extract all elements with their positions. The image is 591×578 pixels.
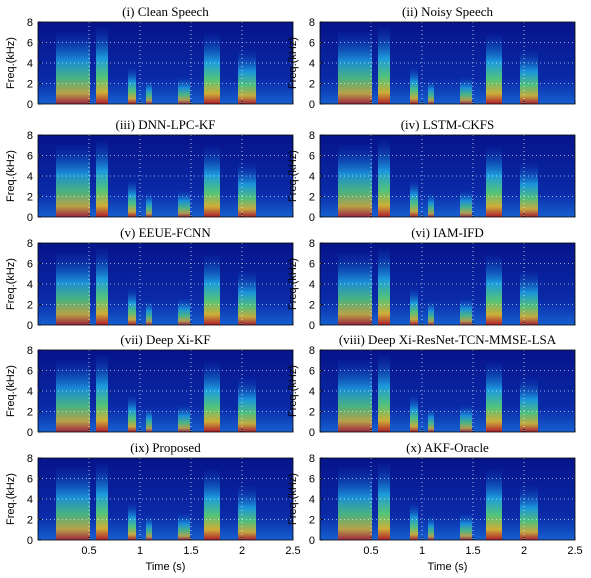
y-tick-label: 0	[309, 535, 315, 547]
y-tick-label: 0	[27, 99, 33, 111]
y-tick-label: 4	[309, 279, 315, 291]
y-tick-label: 6	[27, 259, 33, 271]
y-axis-label: Freq.(kHz)	[5, 150, 17, 202]
panel-title: (vii) Deep Xi-KF	[120, 332, 210, 347]
y-tick-label: 0	[27, 427, 33, 439]
y-tick-label: 8	[309, 345, 315, 357]
y-tick-label: 8	[27, 453, 33, 465]
x-tick-label: 1	[419, 545, 425, 557]
y-axis-label: Freq.(kHz)	[5, 37, 17, 89]
y-tick-label: 0	[309, 427, 315, 439]
y-tick-label: 8	[309, 453, 315, 465]
y-tick-label: 0	[309, 212, 315, 224]
y-axis-label: Freq.(kHz)	[287, 150, 299, 202]
x-tick-label: 1.5	[183, 545, 198, 557]
x-axis-label: Time (s)	[428, 561, 468, 573]
y-tick-label: 8	[27, 238, 33, 250]
x-tick-label: 1.5	[465, 545, 480, 557]
panel-title: (iii) DNN-LPC-KF	[115, 117, 215, 132]
y-tick-label: 4	[309, 386, 315, 398]
panel-title: (i) Clean Speech	[122, 4, 209, 19]
y-tick-label: 6	[309, 366, 315, 378]
y-tick-label: 6	[27, 151, 33, 163]
y-tick-label: 2	[27, 79, 33, 91]
x-axis-label: Time (s)	[146, 561, 186, 573]
y-tick-label: 4	[27, 279, 33, 291]
panel-title: (x) AKF-Oracle	[406, 440, 489, 455]
y-tick-label: 4	[27, 171, 33, 183]
x-tick-label: 2.5	[285, 545, 300, 557]
x-tick-label: 2	[239, 545, 245, 557]
y-axis-label: Freq.(kHz)	[5, 365, 17, 417]
panel-title: (ix) Proposed	[130, 440, 201, 455]
y-tick-label: 6	[309, 38, 315, 50]
y-tick-label: 2	[309, 300, 315, 312]
y-tick-label: 2	[27, 192, 33, 204]
panel-title: (iv) LSTM-CKFS	[401, 117, 495, 132]
figure: (i) Clean Speech Freq.(kHz) 0 2 4 6 8 (ii) Nois…	[0, 0, 591, 578]
y-axis-label: Freq.(kHz)	[287, 473, 299, 525]
y-tick-label: 8	[27, 17, 33, 29]
y-tick-label: 4	[27, 494, 33, 506]
y-tick-label: 6	[309, 151, 315, 163]
y-axis-label: Freq.(kHz)	[287, 365, 299, 417]
y-tick-label: 2	[309, 79, 315, 91]
x-tick-label: 2	[521, 545, 527, 557]
panel-title: (vi) IAM-IFD	[411, 225, 484, 240]
y-tick-label: 0	[27, 212, 33, 224]
y-tick-label: 4	[309, 171, 315, 183]
x-tick-label: 2.5	[567, 545, 582, 557]
panel-title: (viii) Deep Xi-ResNet-TCN-MMSE-LSA	[339, 332, 557, 347]
y-tick-label: 4	[309, 58, 315, 70]
y-tick-label: 2	[309, 192, 315, 204]
y-tick-label: 0	[27, 535, 33, 547]
y-tick-label: 6	[27, 366, 33, 378]
y-tick-label: 6	[27, 38, 33, 50]
x-tick-label: 0.5	[81, 545, 96, 557]
y-tick-label: 4	[27, 386, 33, 398]
y-tick-label: 2	[27, 407, 33, 419]
y-tick-label: 6	[27, 474, 33, 486]
y-axis-label: Freq.(kHz)	[5, 258, 17, 310]
x-tick-label: 1	[137, 545, 143, 557]
y-axis-label: Freq.(kHz)	[5, 473, 17, 525]
y-tick-label: 2	[309, 515, 315, 527]
y-tick-label: 2	[27, 300, 33, 312]
y-axis-label: Freq.(kHz)	[287, 37, 299, 89]
y-tick-label: 0	[309, 99, 315, 111]
y-tick-label: 2	[27, 515, 33, 527]
panel-title: (v) EEUE-FCNN	[120, 225, 211, 240]
y-tick-label: 4	[309, 494, 315, 506]
y-tick-label: 8	[309, 238, 315, 250]
y-tick-label: 6	[309, 474, 315, 486]
y-tick-label: 4	[27, 58, 33, 70]
y-tick-label: 0	[309, 320, 315, 332]
y-tick-label: 6	[309, 259, 315, 271]
y-tick-label: 8	[309, 17, 315, 29]
y-tick-label: 8	[27, 345, 33, 357]
x-tick-label: 0.5	[363, 545, 378, 557]
y-tick-label: 8	[27, 130, 33, 142]
y-tick-label: 2	[309, 407, 315, 419]
y-tick-label: 8	[309, 130, 315, 142]
y-tick-label: 0	[27, 320, 33, 332]
y-axis-label: Freq.(kHz)	[287, 258, 299, 310]
panel-title: (ii) Noisy Speech	[402, 4, 493, 19]
